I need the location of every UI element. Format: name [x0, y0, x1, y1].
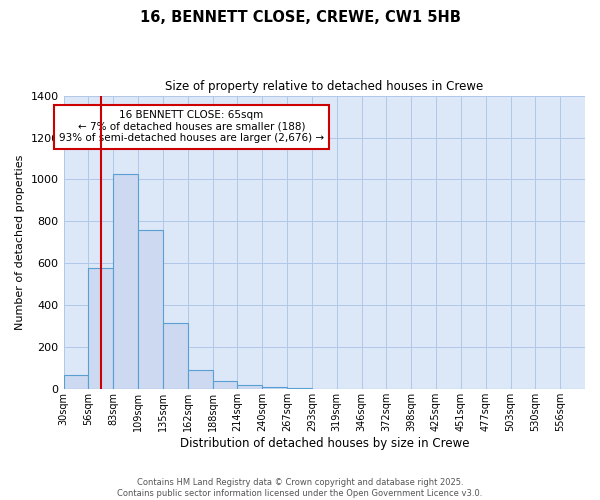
Bar [287, 388, 312, 390]
Bar [262, 387, 287, 390]
Bar [138, 230, 163, 390]
Title: Size of property relative to detached houses in Crewe: Size of property relative to detached ho… [165, 80, 484, 93]
Bar [88, 268, 113, 390]
Text: 16 BENNETT CLOSE: 65sqm
← 7% of detached houses are smaller (188)
93% of semi-de: 16 BENNETT CLOSE: 65sqm ← 7% of detached… [59, 110, 324, 144]
Text: 16, BENNETT CLOSE, CREWE, CW1 5HB: 16, BENNETT CLOSE, CREWE, CW1 5HB [140, 10, 460, 25]
Bar [113, 174, 138, 390]
Y-axis label: Number of detached properties: Number of detached properties [15, 154, 25, 330]
Bar [64, 374, 88, 390]
Bar [188, 370, 212, 390]
Bar [163, 323, 188, 390]
X-axis label: Distribution of detached houses by size in Crewe: Distribution of detached houses by size … [179, 437, 469, 450]
Bar [238, 385, 262, 390]
Text: Contains HM Land Registry data © Crown copyright and database right 2025.
Contai: Contains HM Land Registry data © Crown c… [118, 478, 482, 498]
Bar [212, 381, 238, 390]
